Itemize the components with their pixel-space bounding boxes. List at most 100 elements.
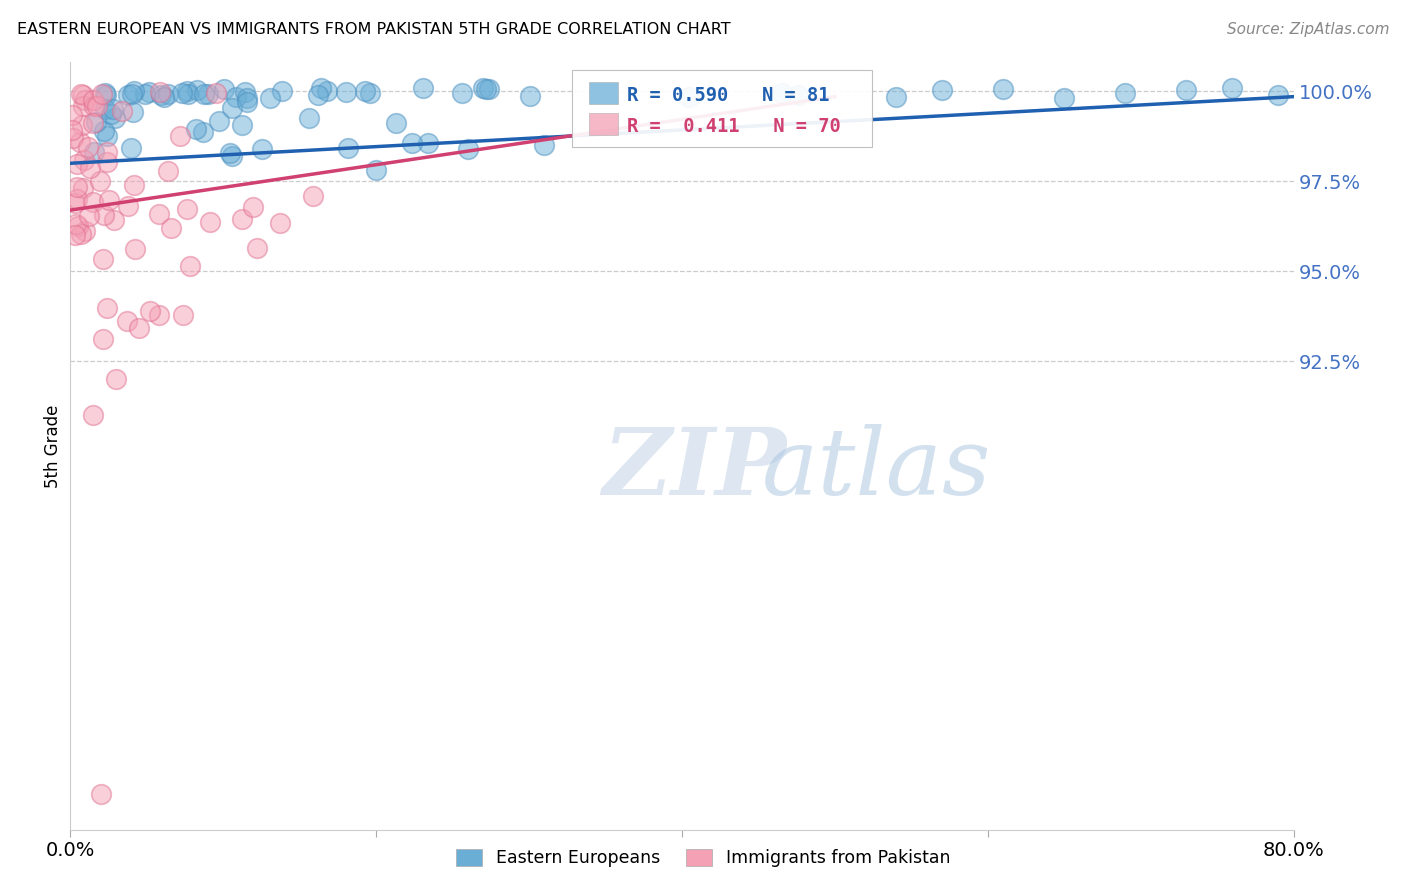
Point [90, 787, 112, 801]
Point [991, 82, 1014, 96]
Point [472, 81, 495, 95]
Point [66, 180, 89, 194]
Point [65, 228, 87, 243]
Point [231, 118, 253, 132]
Point [63, 196, 86, 211]
Point [359, 86, 381, 100]
Point [66, 157, 89, 171]
Point [385, 116, 408, 130]
Point [124, 178, 146, 192]
Point [160, 221, 183, 235]
Point [678, 90, 700, 104]
Point [519, 89, 541, 103]
Point [193, 87, 215, 101]
Point [139, 304, 162, 318]
Point [93, 332, 115, 346]
Point [82, 94, 104, 108]
Point [149, 86, 172, 100]
Point [72, 181, 94, 195]
Point [170, 86, 193, 100]
Point [138, 85, 160, 99]
Point [148, 308, 170, 322]
Point [149, 87, 172, 102]
Y-axis label: 5th Grade: 5th Grade [44, 404, 62, 488]
Point [1267, 88, 1289, 103]
Point [72, 88, 94, 103]
Text: R =  0.411   N = 70: R = 0.411 N = 70 [627, 117, 841, 136]
Point [89, 174, 111, 188]
Point [242, 200, 264, 214]
Point [416, 136, 439, 150]
Point [401, 136, 423, 151]
FancyBboxPatch shape [572, 70, 872, 147]
Point [101, 102, 124, 116]
Point [474, 82, 496, 96]
Point [236, 91, 259, 105]
Point [84, 114, 107, 128]
Point [103, 212, 125, 227]
Point [96, 154, 118, 169]
Point [91, 252, 114, 266]
Point [153, 90, 176, 104]
Text: atlas: atlas [762, 424, 991, 514]
Point [157, 87, 180, 101]
Point [197, 87, 219, 101]
Point [298, 111, 321, 125]
Point [134, 87, 156, 101]
Point [271, 84, 294, 98]
Point [148, 207, 170, 221]
Point [121, 87, 143, 102]
FancyBboxPatch shape [589, 82, 619, 103]
Point [335, 85, 357, 99]
Point [931, 83, 953, 97]
Point [157, 163, 180, 178]
Point [316, 84, 339, 98]
Point [82, 409, 104, 423]
Point [179, 259, 201, 273]
Text: ZIP: ZIP [602, 424, 786, 514]
Point [96, 301, 118, 315]
Point [76, 140, 98, 154]
Point [111, 103, 134, 118]
Point [122, 105, 145, 120]
Point [100, 107, 122, 121]
Point [250, 142, 273, 156]
Point [104, 111, 127, 125]
Point [70, 87, 93, 102]
Point [269, 216, 291, 230]
Point [77, 209, 100, 223]
Point [184, 122, 207, 136]
Point [70, 118, 93, 132]
Point [62, 131, 84, 145]
Point [172, 308, 194, 322]
Point [120, 140, 142, 154]
Point [60, 108, 83, 122]
Point [60, 123, 83, 137]
Point [177, 87, 200, 101]
Point [117, 88, 139, 103]
Point [69, 227, 91, 241]
Point [96, 128, 118, 143]
Point [770, 87, 793, 101]
Point [72, 153, 94, 167]
Point [533, 138, 555, 153]
Point [1053, 91, 1076, 105]
Point [1175, 83, 1198, 97]
Point [412, 81, 434, 95]
Point [105, 372, 128, 386]
Point [96, 145, 118, 159]
Point [176, 84, 198, 98]
Point [450, 87, 472, 101]
Point [366, 163, 388, 178]
Point [65, 217, 87, 231]
Text: R = 0.590   N = 81: R = 0.590 N = 81 [627, 86, 830, 105]
Point [72, 99, 94, 113]
Text: EASTERN EUROPEAN VS IMMIGRANTS FROM PAKISTAN 5TH GRADE CORRELATION CHART: EASTERN EUROPEAN VS IMMIGRANTS FROM PAKI… [17, 22, 731, 37]
Point [309, 81, 332, 95]
Point [86, 99, 108, 113]
Point [246, 241, 269, 255]
Point [67, 219, 90, 233]
Point [176, 202, 198, 217]
Point [221, 101, 243, 115]
Point [91, 87, 114, 101]
